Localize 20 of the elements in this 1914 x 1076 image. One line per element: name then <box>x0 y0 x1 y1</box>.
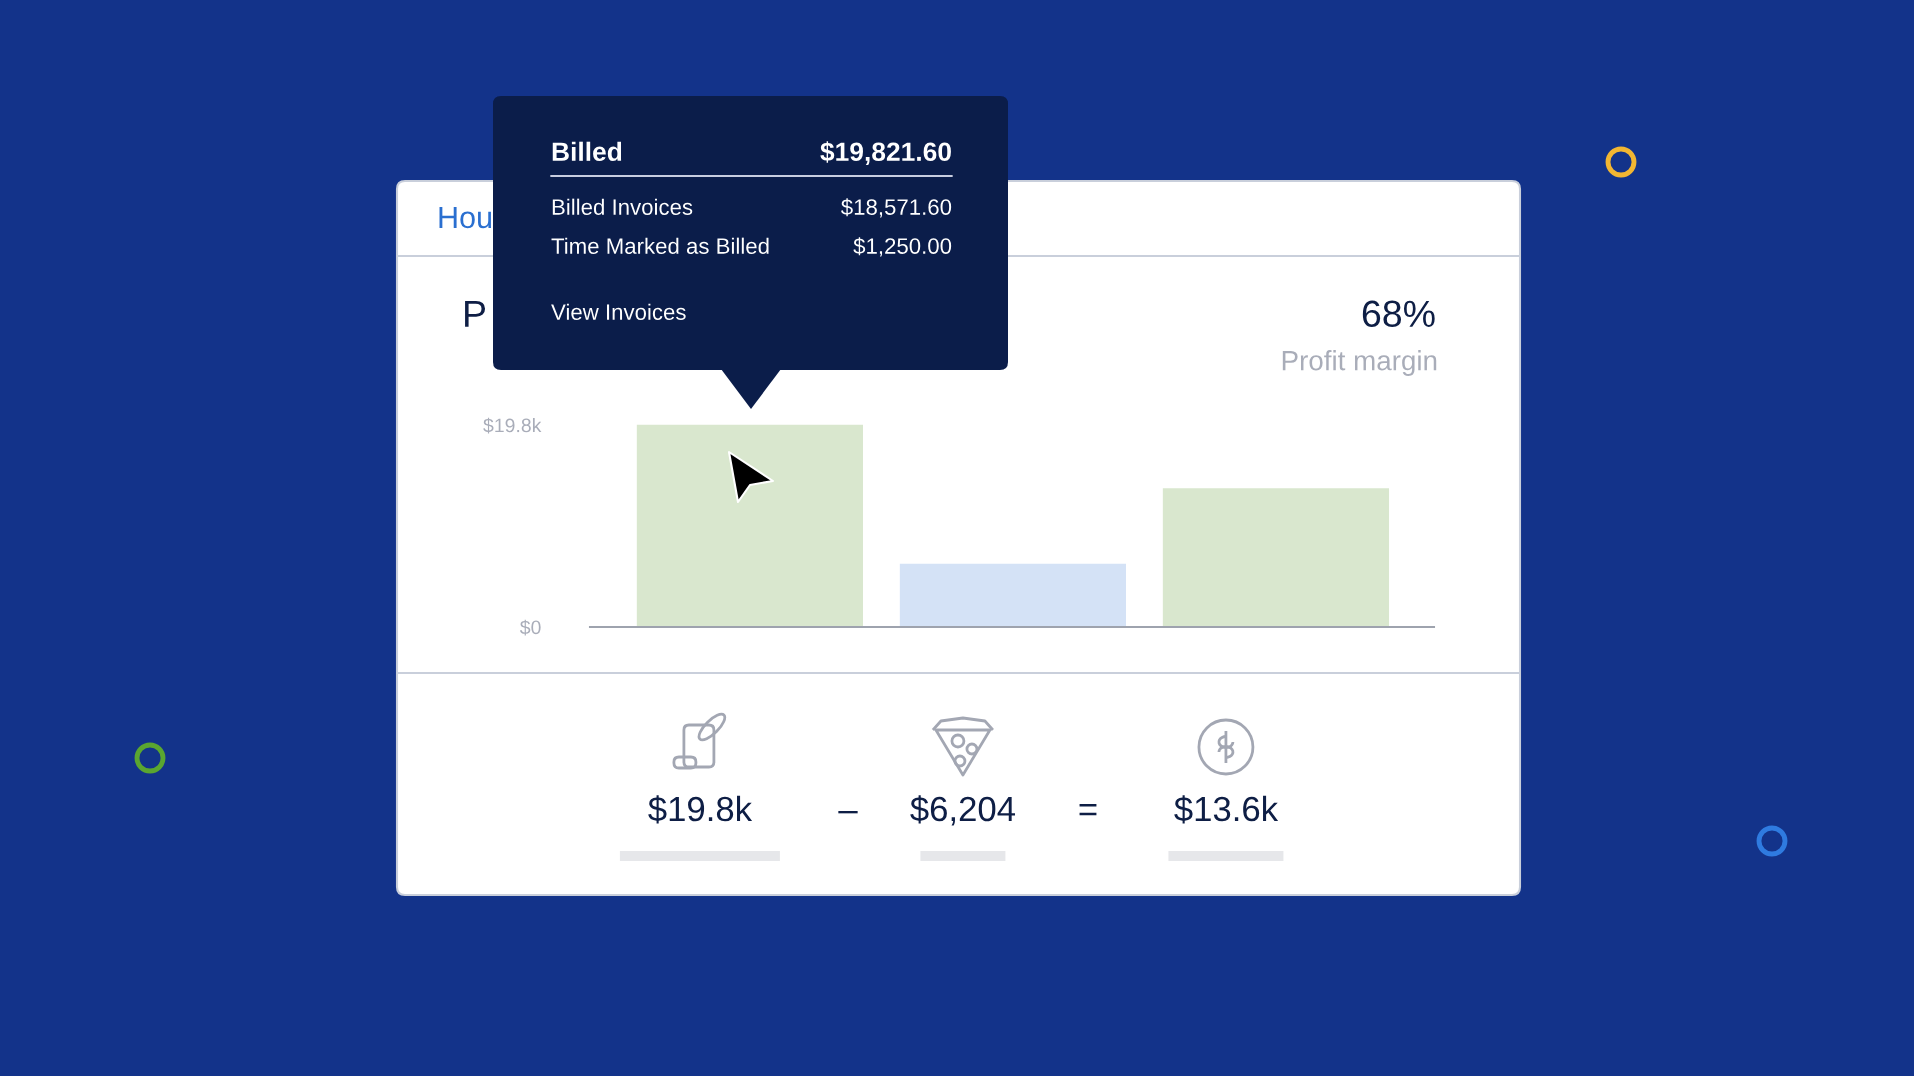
bar <box>636 424 863 627</box>
data-label: $6,204 <box>910 795 1016 826</box>
text: View Invoices <box>551 303 686 320</box>
bar <box>899 563 1127 627</box>
text: Hou <box>439 206 492 229</box>
y-tick-label: $0 <box>519 619 541 636</box>
text: $19,821.60 <box>820 141 951 165</box>
text: Billed <box>552 141 622 162</box>
text: P <box>465 300 486 327</box>
text: 68% <box>1362 300 1435 328</box>
text: Profit margin <box>1282 350 1437 376</box>
text: – <box>838 811 858 814</box>
text: = <box>1079 803 1097 816</box>
text: Time Marked as Billed <box>551 237 769 254</box>
text: Billed Invoices <box>552 198 693 215</box>
data-label: $19.8k <box>648 795 753 824</box>
bar <box>1162 488 1390 627</box>
text: $1,250.00 <box>853 237 952 257</box>
data-label: $13.6k <box>1174 795 1279 824</box>
text: $18,571.60 <box>841 198 952 218</box>
